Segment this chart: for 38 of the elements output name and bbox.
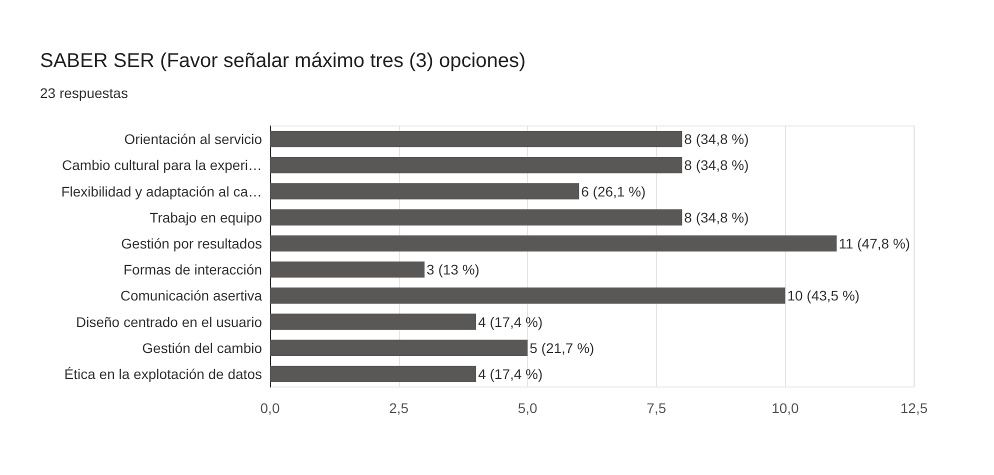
y-tick-label: Gestión por resultados <box>121 235 262 252</box>
chart-title: SABER SER (Favor señalar máximo tres (3) opciones) <box>40 50 526 72</box>
x-tick-label: 0,0 <box>260 400 280 416</box>
y-tick-label: Trabajo en equipo <box>150 209 262 226</box>
x-tick-label: 10,0 <box>772 400 800 416</box>
data-label: 6 (26,1 %) <box>581 183 646 200</box>
bar <box>270 366 476 382</box>
y-tick-label: Cambio cultural para la experi… <box>62 157 262 174</box>
bar <box>270 288 786 304</box>
x-tick-label: 12,5 <box>900 400 928 416</box>
data-label: 10 (43,5 %) <box>787 288 860 304</box>
data-label: 5 (21,7 %) <box>530 340 594 356</box>
data-label: 8 (34,8 %) <box>684 209 749 226</box>
data-label: 3 (13 %) <box>426 262 480 278</box>
bar <box>270 157 682 174</box>
y-tick-label: Flexibilidad y adaptación al ca… <box>61 183 262 200</box>
y-tick-label: Ética en la explotación de datos <box>64 366 262 382</box>
y-tick-label: Diseño centrado en el usuario <box>76 314 262 330</box>
y-tick-label: Orientación al servicio <box>124 131 262 148</box>
bar <box>270 130 682 148</box>
data-label: 4 (17,4 %) <box>478 314 543 330</box>
bar <box>270 183 580 200</box>
data-label: 8 (34,8 %) <box>684 131 749 148</box>
bar <box>270 209 682 226</box>
bar <box>270 314 476 330</box>
y-tick-label: Formas de interacción <box>123 262 262 278</box>
data-label: 11 (47,8 %) <box>838 235 910 252</box>
y-tick-label: Gestión del cambio <box>142 340 262 356</box>
bar <box>270 340 528 356</box>
data-label: 8 (34,8 %) <box>684 157 749 174</box>
data-label: 4 (17,4 %) <box>478 366 543 382</box>
x-tick-label: 7,5 <box>646 400 666 416</box>
x-tick-label: 5,0 <box>518 400 538 416</box>
bar <box>270 235 837 252</box>
x-tick-label: 2,5 <box>389 400 409 416</box>
text: 23 respuestas <box>40 85 128 101</box>
y-tick-label: Comunicación asertiva <box>120 288 262 304</box>
bar <box>270 261 425 278</box>
